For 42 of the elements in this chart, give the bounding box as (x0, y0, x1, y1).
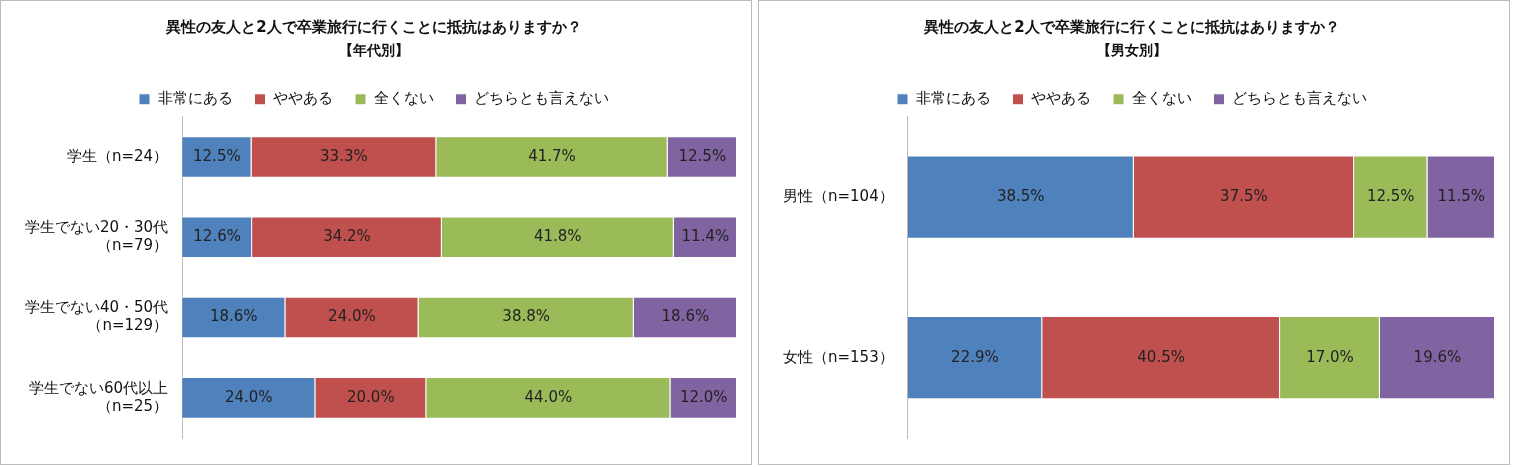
y-tick-label: 学生でない60代以上（n=25） (29, 378, 169, 415)
data-label: 12.0% (679, 387, 728, 406)
data-label: 12.5% (678, 146, 727, 165)
data-label: 24.0% (224, 387, 273, 406)
data-label: 18.6% (661, 307, 710, 326)
data-label: 38.8% (502, 307, 550, 326)
data-label: 24.0% (328, 307, 376, 326)
chart-title: 異性の友人と2人で卒業旅行に行くことに抵抗はありますか？ (165, 17, 582, 36)
y-tick-label: 学生（n=24） (67, 146, 169, 165)
data-label: 20.0% (346, 387, 395, 406)
chart-title: 異性の友人と2人で卒業旅行に行くことに抵抗はありますか？ (923, 17, 1340, 36)
data-label: 19.6% (1413, 347, 1462, 366)
legend-label: 非常にある (915, 89, 991, 108)
legend-label: 非常にある (157, 89, 233, 108)
legend-label: 全くない (1131, 89, 1192, 108)
data-label: 18.6% (209, 307, 258, 326)
data-label: 40.5% (1137, 347, 1185, 366)
y-tick-label: 男性（n=104） (782, 186, 894, 205)
data-label: 11.4% (681, 227, 730, 246)
data-label: 41.8% (533, 227, 582, 246)
data-label: 22.9% (951, 347, 999, 366)
data-label: 12.5% (193, 146, 241, 165)
y-tick-label: 学生でない40・50代（n=129） (24, 298, 169, 335)
legend-label: ややある (1031, 89, 1091, 108)
chart-subtitle: 【男女別】 (1097, 42, 1167, 59)
legend-label: どちらとも言えない (474, 89, 609, 108)
data-label: 37.5% (1220, 186, 1268, 205)
data-label: 12.5% (1366, 186, 1415, 205)
data-label: 34.2% (323, 227, 371, 246)
data-label: 11.5% (1437, 186, 1486, 205)
data-label: 38.5% (996, 186, 1045, 205)
y-tick-label: 女性（n=153） (782, 347, 894, 366)
data-label: 33.3% (320, 146, 368, 165)
data-label: 41.7% (528, 146, 576, 165)
legend-label: ややある (273, 89, 333, 108)
y-tick-label: 学生でない20・30代（n=79） (24, 218, 169, 255)
chart-subtitle: 【年代別】 (339, 42, 409, 59)
legend-label: どちらとも言えない (1232, 89, 1367, 108)
legend-label: 全くない (373, 89, 434, 108)
data-label: 17.0% (1306, 347, 1354, 366)
data-label: 12.6% (193, 227, 241, 246)
data-label: 44.0% (524, 387, 573, 406)
